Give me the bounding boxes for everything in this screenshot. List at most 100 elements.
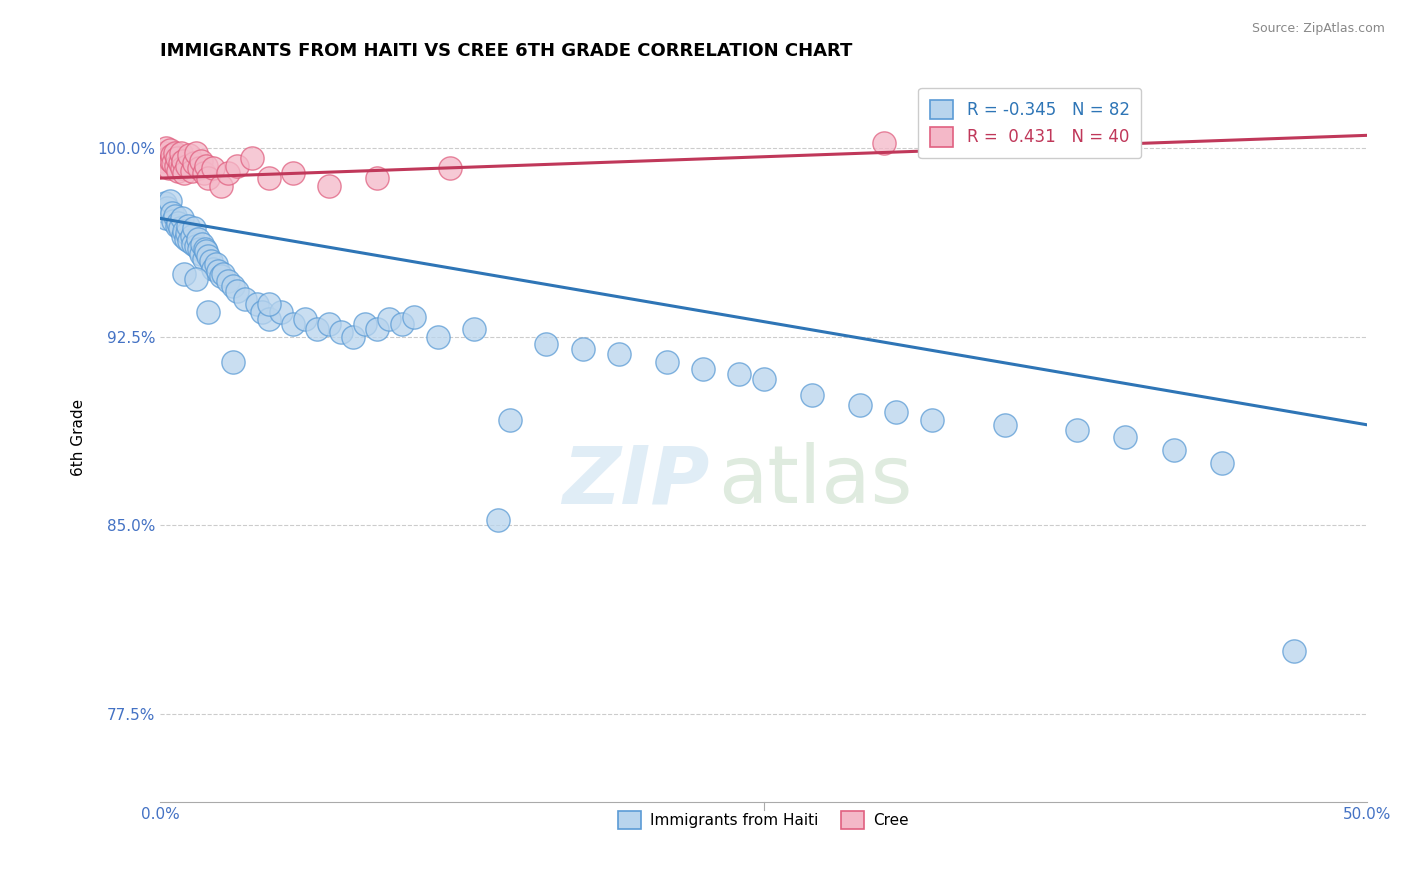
Text: Source: ZipAtlas.com: Source: ZipAtlas.com: [1251, 22, 1385, 36]
Point: [884, 405, 907, 419]
Point: [366, 171, 388, 186]
Point: [209, 178, 232, 193]
Point: [250, 304, 273, 318]
Point: [439, 161, 461, 175]
Point: [194, 242, 217, 256]
Point: [159, 144, 181, 158]
Point: [172, 229, 194, 244]
Point: [354, 317, 377, 331]
Point: [177, 219, 200, 233]
Point: [163, 145, 186, 160]
Point: [162, 148, 184, 162]
Point: [166, 219, 188, 233]
Point: [162, 214, 184, 228]
Point: [157, 161, 180, 175]
Point: [186, 272, 208, 286]
Point: [800, 387, 823, 401]
Point: [187, 161, 209, 175]
Point: [257, 312, 280, 326]
Point: [728, 368, 751, 382]
Point: [240, 151, 263, 165]
Point: [849, 398, 872, 412]
Point: [1066, 423, 1088, 437]
Point: [1284, 644, 1306, 658]
Point: [217, 274, 239, 288]
Point: [173, 224, 195, 238]
Point: [179, 148, 201, 162]
Point: [217, 166, 239, 180]
Point: [921, 413, 943, 427]
Point: [170, 211, 193, 226]
Point: [499, 413, 522, 427]
Point: [246, 297, 269, 311]
Point: [226, 285, 249, 299]
Point: [170, 161, 193, 175]
Point: [402, 310, 425, 324]
Point: [221, 279, 243, 293]
Point: [197, 171, 219, 186]
Point: [873, 136, 896, 150]
Point: [221, 355, 243, 369]
Point: [153, 196, 176, 211]
Point: [165, 159, 187, 173]
Point: [607, 347, 630, 361]
Point: [162, 206, 184, 220]
Point: [204, 257, 226, 271]
Text: atlas: atlas: [717, 442, 912, 520]
Point: [1163, 442, 1185, 457]
Point: [152, 153, 174, 168]
Point: [294, 312, 316, 326]
Point: [169, 221, 191, 235]
Point: [180, 229, 202, 244]
Point: [655, 355, 678, 369]
Point: [692, 362, 714, 376]
Point: [202, 161, 225, 175]
Point: [169, 156, 191, 170]
Y-axis label: 6th Grade: 6th Grade: [72, 399, 86, 476]
Point: [200, 254, 222, 268]
Point: [191, 236, 214, 251]
Point: [180, 163, 202, 178]
Point: [159, 194, 181, 208]
Point: [366, 322, 388, 336]
Point: [281, 317, 304, 331]
Point: [486, 513, 509, 527]
Text: IMMIGRANTS FROM HAITI VS CREE 6TH GRADE CORRELATION CHART: IMMIGRANTS FROM HAITI VS CREE 6TH GRADE …: [160, 42, 852, 60]
Point: [160, 153, 183, 168]
Legend: Immigrants from Haiti, Cree: Immigrants from Haiti, Cree: [612, 805, 915, 835]
Point: [176, 159, 198, 173]
Point: [378, 312, 401, 326]
Point: [202, 261, 225, 276]
Point: [183, 221, 205, 235]
Point: [155, 141, 177, 155]
Point: [1211, 456, 1233, 470]
Point: [391, 317, 413, 331]
Point: [183, 156, 205, 170]
Point: [193, 252, 215, 266]
Point: [186, 145, 208, 160]
Point: [166, 151, 188, 165]
Point: [153, 203, 176, 218]
Point: [156, 151, 179, 165]
Point: [174, 231, 197, 245]
Point: [167, 216, 190, 230]
Point: [181, 236, 204, 251]
Point: [162, 156, 184, 170]
Point: [463, 322, 485, 336]
Point: [155, 211, 177, 226]
Point: [752, 372, 775, 386]
Point: [190, 153, 212, 168]
Point: [186, 239, 208, 253]
Point: [209, 269, 232, 284]
Point: [342, 329, 364, 343]
Point: [156, 202, 179, 216]
Text: ZIP: ZIP: [562, 442, 709, 520]
Point: [212, 267, 235, 281]
Point: [153, 159, 176, 173]
Point: [257, 171, 280, 186]
Point: [1114, 430, 1136, 444]
Point: [536, 337, 558, 351]
Point: [426, 329, 449, 343]
Point: [307, 322, 329, 336]
Point: [994, 417, 1017, 432]
